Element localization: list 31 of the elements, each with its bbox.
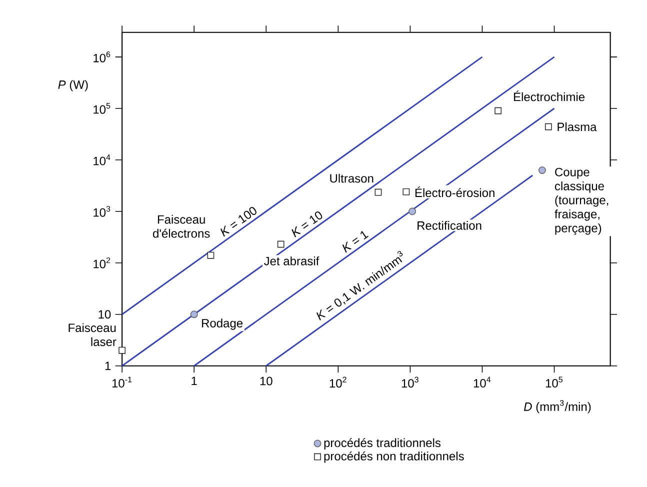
x-axis-title: D (mm$^{3}$/min) [524, 400, 591, 414]
x-tick-label: 10$^{3}$ [402, 376, 418, 388]
annotation: Rectification [418, 221, 482, 230]
x-tick-label: 10$^{5}$ [546, 376, 563, 388]
annotation: K = 100 [220, 207, 256, 237]
y-tick-label: 10$^{6}$ [94, 52, 110, 62]
annotation: Électro-érosion [415, 186, 494, 198]
y-tick-label: 10$^{3}$ [94, 206, 110, 217]
x-tick-label: 1 [192, 376, 197, 386]
annotation: Coupe classique (tournage, fraisage, perçage) [554, 168, 608, 235]
annotation: Rodage [202, 318, 243, 330]
y-tick-label: 10$^{4}$ [94, 154, 110, 166]
annotation: Ultrason [330, 174, 374, 183]
annotation: Plasma [558, 122, 597, 132]
y-tick-label: 10$^{5}$ [94, 103, 110, 114]
legend-label: procédés traditionnels [324, 438, 441, 450]
annotation: Faisceau d'électrons [153, 214, 210, 238]
y-tick-label: 10$^{2}$ [94, 258, 110, 268]
annotation: K = 1 [342, 231, 369, 253]
legend-label: procédés non traditionnels [324, 451, 464, 463]
x-tick-label: 10$^{2}$ [330, 376, 346, 388]
y-axis-title: P (W) [58, 80, 88, 92]
x-tick-label: 10$^{4}$ [474, 376, 491, 388]
annotation: Jet abrasif [264, 256, 320, 266]
y-tick-label: 10 [98, 310, 111, 319]
x-tick-label: 10 [260, 376, 272, 386]
y-tick-label: 1 [105, 362, 111, 370]
annotation: K = 10 [292, 212, 322, 238]
x-tick-label: 10$^{-1}$ [112, 376, 132, 388]
annotation: Faisceau laser [68, 323, 116, 346]
annotation: Électrochimie [514, 90, 585, 102]
